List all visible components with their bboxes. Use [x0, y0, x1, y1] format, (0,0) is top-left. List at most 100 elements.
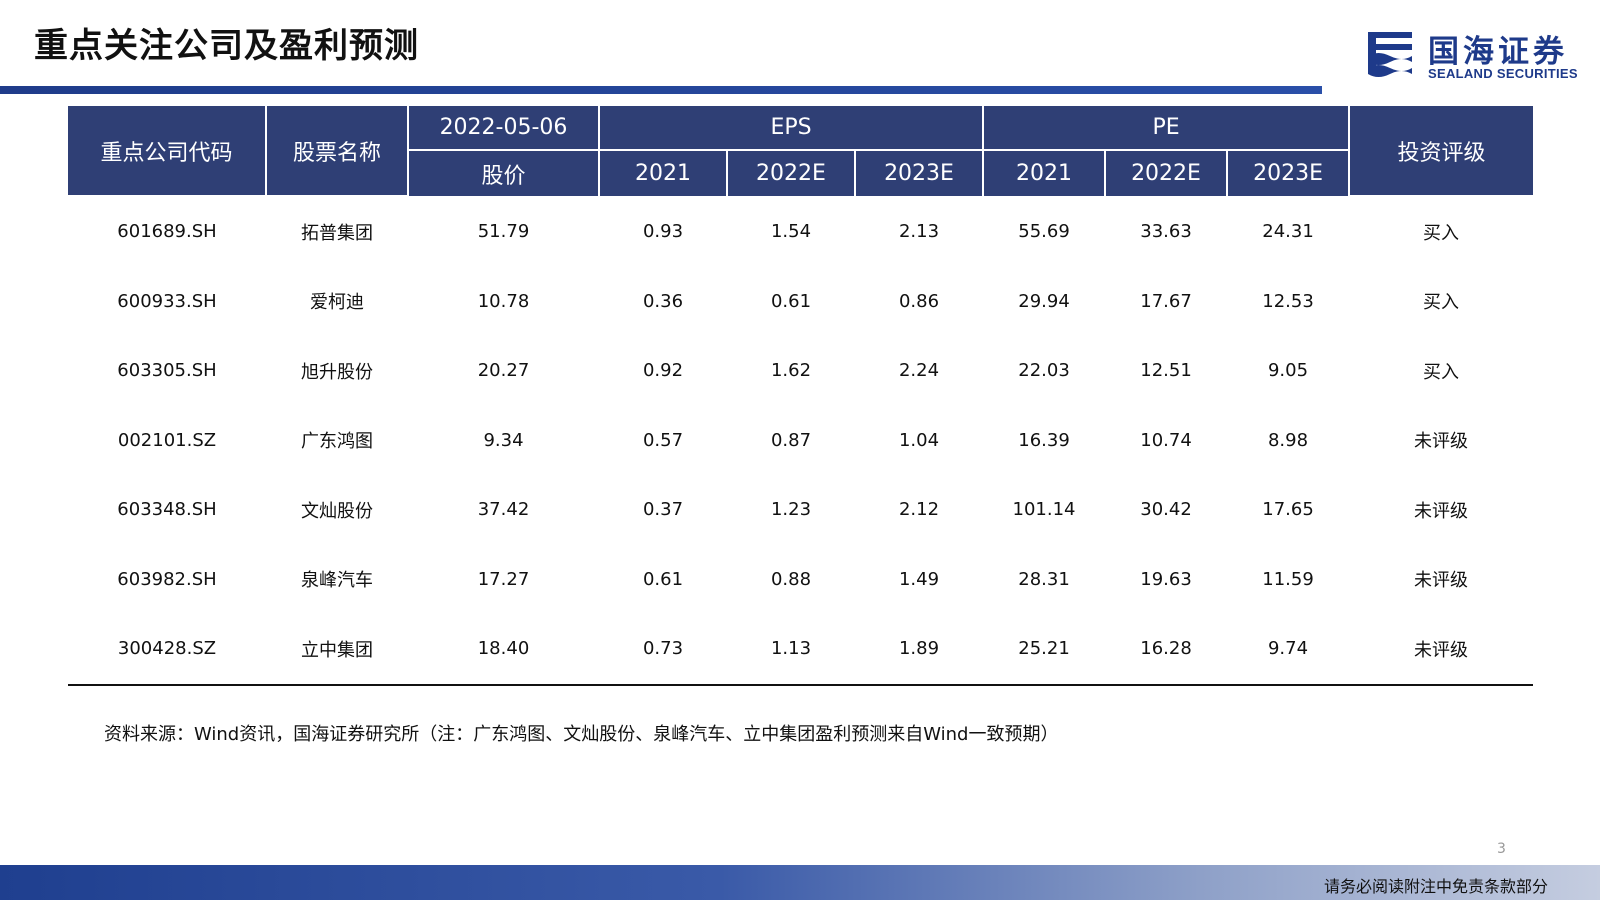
cell-eps: 0.61	[642, 568, 684, 590]
sealand-logo-icon	[1366, 26, 1414, 80]
header-name: 股票名称	[266, 106, 409, 197]
cell-pe: 25.21	[983, 614, 1106, 686]
cell-pe: 16.28	[1105, 614, 1228, 686]
cell-pe: 17.67	[1140, 290, 1192, 312]
table-row: 603982.SH 泉峰汽车 17.27 0.61 0.88 1.49 28.3…	[68, 545, 1533, 615]
cell-rating: 买入	[1423, 292, 1460, 314]
table-row: 002101.SZ 广东鸿图 9.34 0.57 0.87 1.04 16.39…	[68, 406, 1533, 476]
cell-pe: 29.94	[1018, 290, 1070, 312]
cell-pe: 55.69	[1018, 220, 1070, 242]
header-rating: 投资评级	[1349, 106, 1534, 197]
disclaimer-text: 请务必阅读附注中免责条款部分	[1323, 877, 1548, 896]
table-row: 600933.SH 爱柯迪 10.78 0.36 0.61 0.86 29.94…	[68, 267, 1533, 337]
header-pe-year: 2021	[983, 150, 1107, 196]
cell-rating: 买入	[1423, 222, 1460, 244]
cell-eps: 1.89	[855, 614, 984, 686]
table-row: 603305.SH 旭升股份 20.27 0.92 1.62 2.24 22.0…	[68, 336, 1533, 406]
cell-pe: 22.03	[1018, 360, 1070, 382]
cell-eps: 0.88	[770, 568, 812, 590]
header-eps-year: 2023E	[855, 150, 985, 196]
cell-pe: 9.74	[1227, 614, 1350, 686]
cell-rating: 未评级	[1349, 614, 1534, 686]
cell-eps: 0.86	[898, 290, 940, 312]
cell-rating: 未评级	[1414, 570, 1469, 592]
cell-name: 广东鸿图	[301, 431, 373, 453]
header-price: 股价	[408, 150, 600, 196]
cell-pe: 12.53	[1262, 290, 1314, 312]
cell-code: 603305.SH	[117, 360, 217, 382]
cell-rating: 未评级	[1414, 500, 1469, 522]
cell-price: 20.27	[477, 360, 530, 382]
cell-eps: 0.37	[642, 499, 684, 521]
cell-pe: 101.14	[1012, 499, 1076, 521]
logo-text-en: SEALAND SECURITIES	[1428, 66, 1578, 81]
cell-eps: 1.49	[898, 568, 940, 590]
header-eps-year: 2021	[599, 150, 728, 196]
cell-pe: 28.31	[1018, 568, 1070, 590]
header-pe: PE	[983, 106, 1351, 151]
cell-name: 旭升股份	[301, 361, 373, 383]
cell-eps: 0.93	[642, 220, 684, 242]
cell-code: 603982.SH	[117, 568, 217, 590]
cell-price: 51.79	[477, 220, 530, 242]
header-code: 重点公司代码	[68, 106, 267, 197]
cell-eps: 0.92	[642, 360, 684, 382]
header-pe-year: 2023E	[1227, 150, 1351, 196]
cell-eps: 0.57	[642, 429, 684, 451]
title-divider	[0, 86, 1322, 94]
cell-eps: 1.04	[898, 429, 940, 451]
forecast-table-container: 重点公司代码 股票名称 2022-05-06 EPS PE 投资评级 股价 20…	[68, 106, 1534, 686]
cell-name: 文灿股份	[301, 500, 373, 522]
page-title: 重点关注公司及盈利预测	[34, 26, 419, 66]
cell-name: 泉峰汽车	[301, 570, 373, 592]
table-row: 300428.SZ 立中集团 18.40 0.73 1.13 1.89 25.2…	[68, 614, 1534, 686]
cell-eps: 1.13	[727, 614, 855, 686]
table-header: 重点公司代码 股票名称 2022-05-06 EPS PE 投资评级 股价 20…	[68, 106, 1534, 197]
cell-pe: 24.31	[1262, 220, 1314, 242]
cell-pe: 16.39	[1018, 429, 1070, 451]
cell-price: 18.40	[408, 614, 599, 686]
cell-name: 立中集团	[266, 614, 408, 686]
cell-pe: 10.74	[1140, 429, 1192, 451]
header-eps: EPS	[599, 106, 985, 151]
cell-eps: 0.36	[642, 290, 684, 312]
cell-pe: 19.63	[1140, 568, 1192, 590]
page-number: 3	[1497, 841, 1506, 857]
cell-eps: 2.12	[898, 499, 940, 521]
cell-pe: 30.42	[1140, 499, 1192, 521]
header-eps-year: 2022E	[727, 150, 856, 196]
cell-eps: 1.54	[770, 220, 812, 242]
cell-eps: 2.24	[898, 360, 940, 382]
cell-pe: 11.59	[1262, 568, 1314, 590]
cell-price: 10.78	[477, 290, 530, 312]
cell-code: 601689.SH	[117, 221, 217, 243]
cell-price: 17.27	[477, 568, 530, 590]
cell-code: 600933.SH	[117, 290, 217, 312]
forecast-table: 重点公司代码 股票名称 2022-05-06 EPS PE 投资评级 股价 20…	[68, 106, 1534, 686]
cell-rating: 未评级	[1414, 431, 1469, 453]
cell-name: 拓普集团	[301, 222, 373, 244]
cell-eps: 1.62	[770, 360, 812, 382]
header-date: 2022-05-06	[408, 106, 600, 151]
cell-price: 37.42	[477, 499, 530, 521]
cell-pe: 33.63	[1140, 220, 1192, 242]
footer-bar	[0, 865, 1600, 900]
table-body: 601689.SH 拓普集团 51.79 0.93 1.54 2.13 55.6…	[68, 196, 1534, 686]
cell-eps: 1.23	[770, 499, 812, 521]
cell-price: 9.34	[483, 429, 524, 451]
cell-pe: 8.98	[1267, 429, 1309, 451]
cell-eps: 0.61	[770, 290, 812, 312]
cell-pe: 9.05	[1267, 360, 1309, 382]
header-pe-year: 2022E	[1105, 150, 1229, 196]
table-row: 603348.SH 文灿股份 37.42 0.37 1.23 2.12 101.…	[68, 475, 1533, 545]
cell-code: 002101.SZ	[117, 429, 217, 451]
cell-name: 爱柯迪	[310, 292, 364, 314]
cell-pe: 17.65	[1262, 499, 1314, 521]
table-row: 601689.SH 拓普集团 51.79 0.93 1.54 2.13 55.6…	[68, 196, 1533, 267]
cell-code: 300428.SZ	[68, 614, 266, 686]
cell-eps: 2.13	[898, 220, 940, 242]
cell-rating: 买入	[1423, 361, 1460, 383]
source-note: 资料来源：Wind资讯，国海证券研究所（注：广东鸿图、文灿股份、泉峰汽车、立中集…	[104, 724, 1059, 745]
logo-text-cn: 国海证券	[1428, 34, 1568, 70]
cell-code: 603348.SH	[117, 499, 217, 521]
